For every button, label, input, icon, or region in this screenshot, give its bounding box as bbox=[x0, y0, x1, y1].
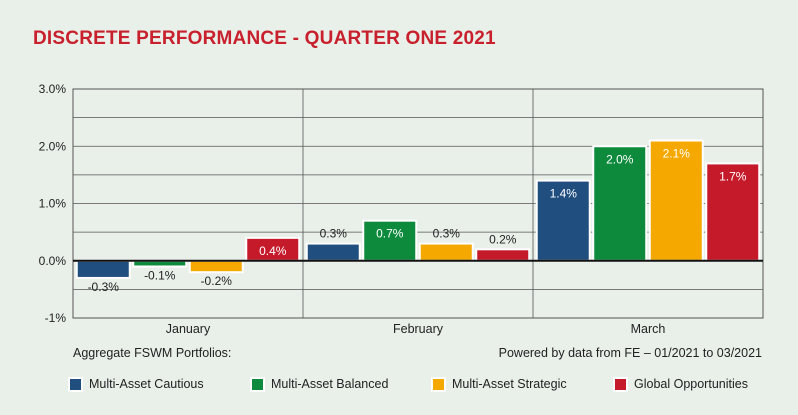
legend-item-global-opportunities: Global Opportunities bbox=[613, 374, 748, 394]
legend-item-multi-asset-strategic: Multi-Asset Strategic bbox=[431, 374, 567, 394]
data-label: 0.7% bbox=[376, 227, 404, 241]
footer-source-label: Powered by data from FE – 01/2021 to 03/… bbox=[498, 346, 762, 360]
data-label: 2.1% bbox=[663, 147, 691, 161]
legend-label-balanced: Multi-Asset Balanced bbox=[271, 377, 389, 391]
legend-label-global: Global Opportunities bbox=[634, 377, 748, 391]
data-label: -0.2% bbox=[201, 274, 233, 288]
legend-swatch-cautious bbox=[68, 376, 83, 392]
data-label: -0.3% bbox=[88, 280, 120, 294]
data-label: 0.3% bbox=[433, 227, 461, 241]
legend-swatch-balanced bbox=[250, 376, 265, 392]
y-tick-label: 0.0% bbox=[39, 254, 67, 268]
bar bbox=[648, 139, 704, 262]
data-label: 1.4% bbox=[550, 187, 578, 201]
data-label: 0.4% bbox=[259, 244, 287, 258]
bar-series: -0.3% -0.1% -0.2% 0.4% 0.3% 0.7% 0.3% 0.2% 1.4% 2… bbox=[75, 139, 761, 294]
legend-label-cautious: Multi-Asset Cautious bbox=[89, 377, 204, 391]
legend-swatch-global bbox=[613, 376, 628, 392]
bar bbox=[75, 259, 131, 279]
legend-item-multi-asset-cautious: Multi-Asset Cautious bbox=[68, 374, 204, 394]
bar bbox=[475, 248, 531, 262]
legend-label-strategic: Multi-Asset Strategic bbox=[452, 377, 567, 391]
x-tick-label: February bbox=[393, 322, 444, 336]
data-label: 2.0% bbox=[606, 152, 634, 166]
x-tick-label: January bbox=[166, 322, 211, 336]
bar bbox=[188, 259, 244, 274]
bar bbox=[305, 242, 361, 262]
legend-swatch-strategic bbox=[431, 376, 446, 392]
chart-title: DISCRETE PERFORMANCE - QUARTER ONE 2021 bbox=[33, 28, 496, 49]
x-tick-labels: January February March bbox=[166, 322, 666, 336]
y-tick-labels: 3.0% 2.0% 1.0% 0.0% -1% bbox=[39, 82, 67, 325]
x-tick-label: March bbox=[631, 322, 666, 336]
data-label: -0.1% bbox=[144, 268, 176, 282]
data-label: 0.2% bbox=[489, 232, 517, 246]
data-label: 1.7% bbox=[719, 169, 747, 183]
bar bbox=[362, 219, 418, 262]
data-label: 0.3% bbox=[320, 227, 348, 241]
y-tick-label: 3.0% bbox=[39, 82, 67, 96]
y-tick-label: 2.0% bbox=[39, 139, 67, 153]
bar bbox=[418, 242, 474, 262]
legend: Multi-Asset Cautious Multi-Asset Balance… bbox=[0, 374, 798, 396]
y-tick-label: 1.0% bbox=[39, 197, 67, 211]
legend-item-multi-asset-balanced: Multi-Asset Balanced bbox=[250, 374, 388, 394]
bar bbox=[592, 145, 648, 262]
footer-aggregate-label: Aggregate FSWM Portfolios: bbox=[73, 346, 232, 360]
bar bbox=[535, 179, 591, 262]
y-tick-label: -1% bbox=[45, 311, 67, 325]
